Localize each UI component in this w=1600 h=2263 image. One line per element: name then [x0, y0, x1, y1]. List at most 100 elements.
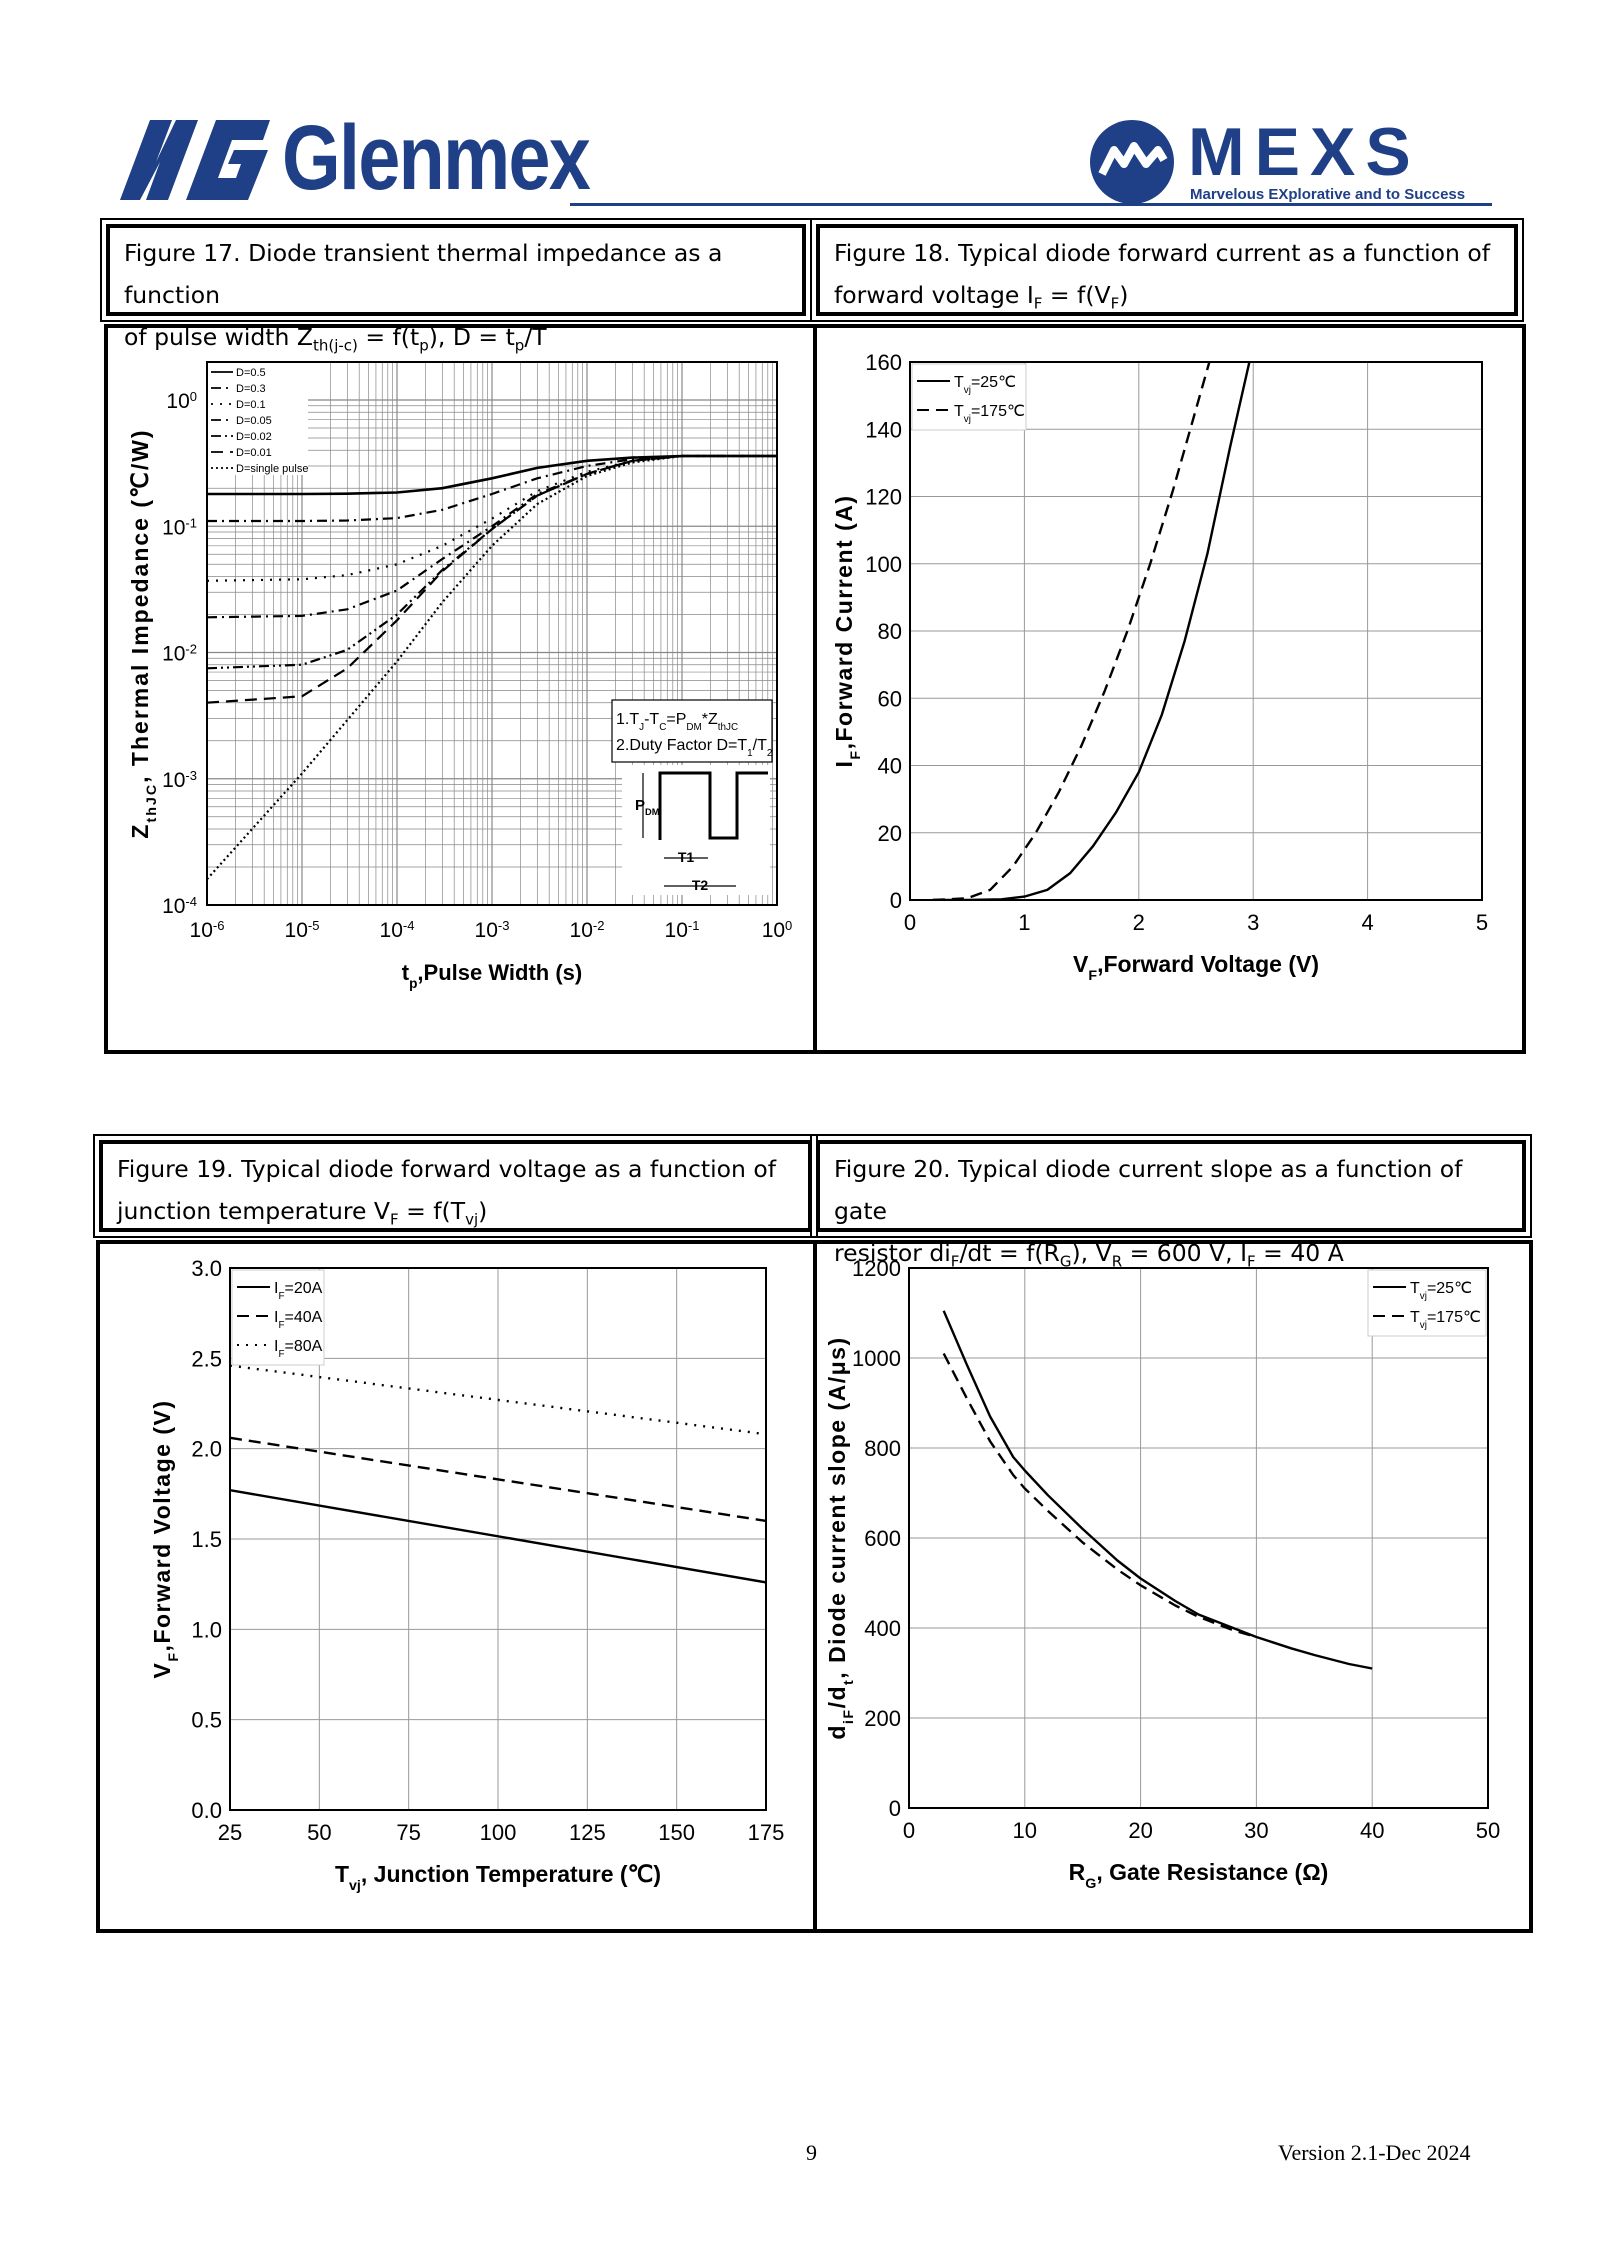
legend-label: D=0.02	[236, 431, 272, 443]
x-tick-label: 2	[1133, 910, 1145, 935]
x-tick-label: 5	[1476, 910, 1488, 935]
y-tick-label: 800	[864, 1436, 901, 1461]
series-line	[932, 362, 1251, 900]
y-axis-label: diF/dt, Diode current slope (A/μs)	[824, 1336, 857, 1739]
glenmex-logo-icon	[120, 120, 270, 200]
x-tick-label: 0	[903, 1818, 915, 1843]
legend-label: D=0.3	[236, 383, 266, 395]
left-brand-name: Glenmex	[282, 107, 591, 209]
y-tick-label: 0	[890, 888, 902, 913]
t1-label: T1	[678, 849, 695, 865]
y-tick-label: 10-4	[162, 894, 197, 919]
x-axis-label: RG, Gate Resistance (Ω)	[1069, 1859, 1329, 1892]
series-line	[230, 1489, 766, 1584]
y-tick-label: 1200	[852, 1256, 901, 1281]
t2-label: T2	[692, 877, 709, 893]
series-line	[206, 454, 777, 619]
figure-19-caption: Figure 19. Typical diode forward voltage…	[93, 1134, 818, 1238]
y-tick-label: 20	[878, 821, 902, 846]
series-line	[230, 1436, 766, 1523]
y-axis-label: IF,Forward Current (A)	[831, 495, 864, 768]
pulse-waveform	[658, 771, 768, 840]
plot-frame	[908, 1267, 1489, 1809]
x-tick-label: 3	[1247, 910, 1259, 935]
x-tick-label: 1	[1018, 910, 1030, 935]
legend: Tvj=25℃ Tvj=175℃	[1367, 1269, 1487, 1337]
caption-line-1: Figure 20. Typical diode current slope a…	[834, 1155, 1463, 1225]
x-tick-label: 125	[569, 1820, 606, 1845]
x-tick-label: 0	[904, 910, 916, 935]
caption-line-1: Figure 18. Typical diode forward current…	[834, 239, 1491, 267]
legend: IF=20A IF=40A IF=80A	[231, 1269, 325, 1366]
plot-frame	[206, 361, 778, 906]
figure-18-frame	[813, 324, 1526, 1054]
y-tick-label: 2.0	[191, 1437, 222, 1462]
legend-label: Tvj=25℃	[1410, 1280, 1472, 1302]
y-tick-label: 0.0	[191, 1798, 222, 1823]
legend-label: IF=80A	[274, 1338, 323, 1360]
y-tick-label: 1.0	[191, 1617, 222, 1642]
y-tick-label: 0	[889, 1796, 901, 1821]
y-axis-label: ZthJC, Thermal Impedance (℃/W)	[127, 428, 160, 838]
x-tick-label: 100	[480, 1820, 517, 1845]
x-tick-label: 75	[396, 1820, 420, 1845]
x-axis-label: VF,Forward Voltage (V)	[1073, 951, 1319, 984]
y-tick-label: 160	[865, 350, 902, 375]
x-axis-label: Tvj, Junction Temperature (℃)	[335, 1861, 661, 1894]
y-tick-label: 2.5	[191, 1346, 222, 1371]
y-tick-label: 100	[166, 389, 197, 414]
waveform-bg	[622, 765, 770, 895]
x-tick-label: 10-5	[285, 918, 320, 943]
y-tick-label: 120	[865, 485, 902, 510]
x-tick-label: 4	[1361, 910, 1373, 935]
plot-frame	[909, 361, 1483, 901]
y-tick-label: 80	[878, 619, 902, 644]
pulse-annotation: 1.TJ-TC=PDM*ZthJC 2.Duty Factor D=T1/T2 PD…	[611, 699, 773, 895]
y-tick-label: 10-1	[162, 515, 197, 540]
legend-label: IF=20A	[274, 1280, 323, 1302]
legend-bg	[231, 1269, 325, 1366]
series-line	[230, 1364, 766, 1436]
figure-20-frame	[813, 1240, 1533, 1933]
caption-line-2: junction temperature VF = f(Tvj)	[117, 1197, 488, 1229]
version-label: Version 2.1-Dec 2024	[1278, 2140, 1471, 2165]
legend: Tvj=25℃ Tvj=175℃	[911, 363, 1027, 431]
right-brand-name: MEXS	[1188, 114, 1421, 190]
x-tick-label: 20	[1128, 1818, 1152, 1843]
header-rule	[570, 203, 1492, 206]
legend-label: D=single pulse	[236, 463, 308, 475]
caption-line-1: Figure 17. Diode transient thermal imped…	[124, 239, 723, 309]
y-axis-label: VF,Forward Voltage (V)	[149, 1400, 182, 1679]
annotation-note-1: 1.TJ-TC=PDM*ZthJC	[616, 711, 738, 733]
figure-17-chart: 10-6 10-5 10-4 10-3 10-2 10-1 10010-410-310-21…	[127, 361, 793, 991]
y-tick-label: 1000	[852, 1346, 901, 1371]
y-tick-label: 0.5	[191, 1708, 222, 1733]
x-axis-label: tp,Pulse Width (s)	[402, 960, 582, 991]
x-tick-label: 50	[1476, 1818, 1500, 1843]
x-tick-label: 100	[762, 918, 793, 943]
y-tick-label: 140	[865, 417, 902, 442]
figure-20-chart: 0 10 20 30 40 50 0 200 400 600 800 1000 1200 RG, Gate…	[824, 1256, 1500, 1892]
y-tick-label: 1.5	[191, 1527, 222, 1552]
x-tick-label: 10-1	[665, 918, 700, 943]
series-line	[942, 1352, 1257, 1639]
right-brand-tagline: Marvelous EXplorative and to Success	[1190, 186, 1466, 203]
x-tick-label: 10-3	[475, 918, 510, 943]
x-tick-label: 10	[1013, 1818, 1037, 1843]
legend-bg	[1367, 1269, 1487, 1337]
figure-17-caption: Figure 17. Diode transient thermal imped…	[100, 218, 812, 355]
y-tick-label: 400	[864, 1616, 901, 1641]
legend-label: D=0.05	[236, 415, 272, 427]
series-line	[942, 1310, 1373, 1670]
figure-18-caption: Figure 18. Typical diode forward current…	[810, 218, 1524, 322]
caption-line-2: forward voltage IF = f(VF)	[834, 281, 1129, 313]
legend-bg	[208, 363, 308, 475]
x-tick-label: 150	[658, 1820, 695, 1845]
y-tick-label: 10-3	[162, 767, 197, 792]
plot-frame	[229, 1267, 767, 1811]
annotation-box	[611, 699, 773, 763]
annotation-note-2: 2.Duty Factor D=T1/T2	[616, 737, 773, 759]
y-tick-label: 3.0	[191, 1256, 222, 1281]
legend-label: Tvj=175℃	[954, 403, 1025, 425]
